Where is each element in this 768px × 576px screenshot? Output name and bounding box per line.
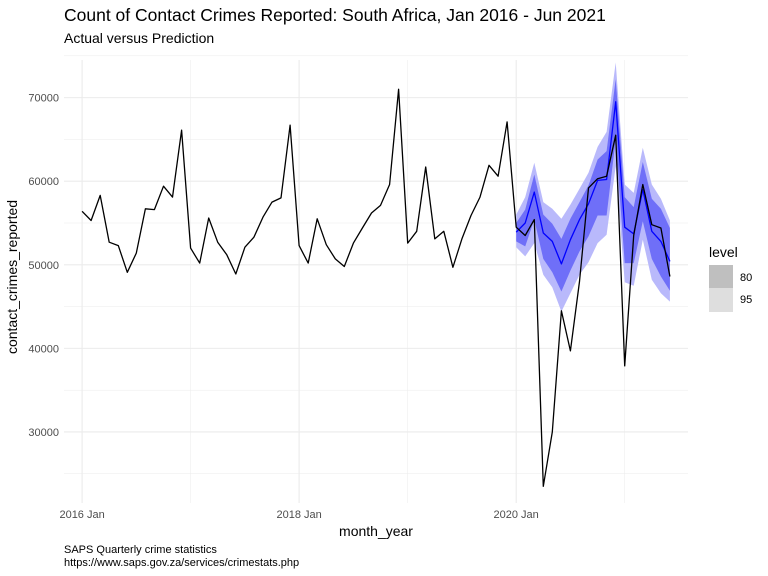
caption-url: https://www.saps.gov.za/services/crimest… (64, 557, 300, 569)
prediction-intervals (516, 62, 670, 312)
legend-label-80: 80 (740, 272, 752, 284)
x-axis-ticks: 2016 Jan 2018 Jan 2020 Jan (59, 509, 538, 521)
y-tick-label: 60000 (28, 176, 59, 188)
band-80 (516, 79, 670, 292)
series-lines (81, 88, 671, 487)
y-tick-label: 30000 (28, 427, 59, 439)
x-tick-label: 2018 Jan (276, 509, 321, 521)
x-tick-label: 2020 Jan (494, 509, 539, 521)
y-tick-label: 50000 (28, 260, 59, 272)
actual-line (81, 88, 671, 487)
caption-source: SAPS Quarterly crime statistics (64, 544, 217, 556)
legend-label-95: 95 (740, 294, 752, 306)
y-axis-title: contact_crimes_reported (4, 200, 20, 354)
chart-subtitle: Actual versus Prediction (64, 30, 215, 46)
chart-title: Count of Contact Crimes Reported: South … (64, 5, 606, 25)
legend-key-80 (709, 265, 733, 289)
y-tick-label: 70000 (28, 93, 59, 105)
major-gridlines (64, 60, 688, 503)
x-axis-title: month_year (339, 523, 413, 539)
y-tick-label: 40000 (28, 343, 59, 355)
minor-gridlines (64, 55, 688, 503)
prediction-line (515, 101, 671, 265)
x-tick-label: 2016 Jan (59, 509, 104, 521)
legend-title: level (709, 244, 738, 260)
legend-key-95 (709, 288, 733, 312)
legend: level 80 95 (709, 244, 752, 312)
y-axis-ticks: 30000 40000 50000 60000 70000 (28, 93, 59, 439)
